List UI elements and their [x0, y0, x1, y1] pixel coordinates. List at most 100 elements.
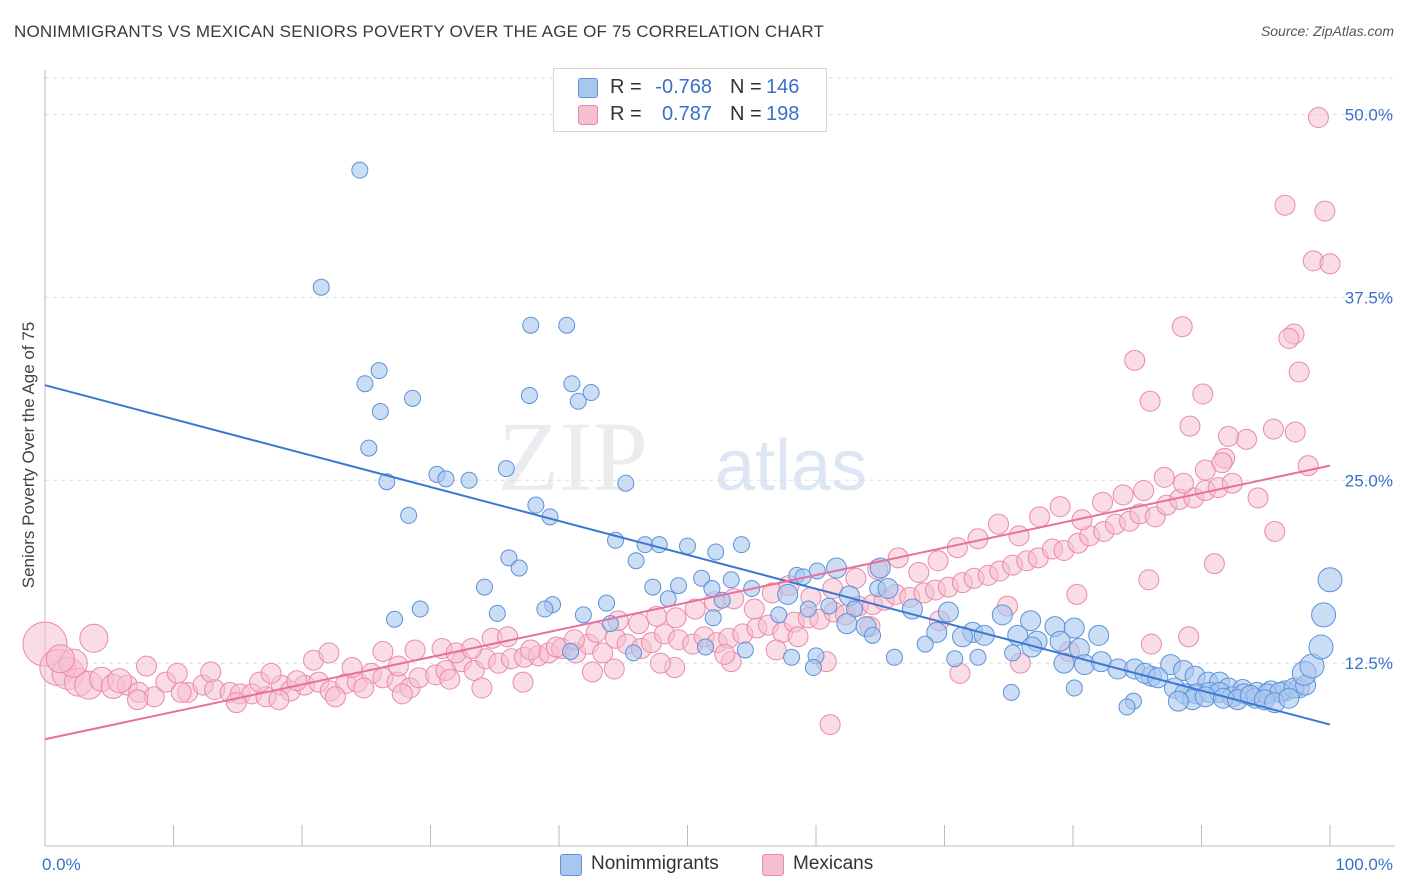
- r-value: 0.787: [661, 103, 712, 125]
- nonimmigrants-point: [783, 648, 801, 666]
- mexicans-point: [1274, 194, 1296, 216]
- mexicans-point: [268, 689, 290, 711]
- nonimmigrants-point: [370, 362, 388, 380]
- nonimmigrants-point: [527, 496, 545, 514]
- mexicans-point: [107, 668, 133, 694]
- nonimmigrants-point: [1049, 630, 1071, 652]
- mexicans-point: [787, 626, 809, 648]
- nonimmigrants-point: [864, 626, 882, 644]
- nonimmigrants-point: [1020, 610, 1042, 632]
- mexicans-point: [1192, 383, 1214, 405]
- mexicans-point: [497, 626, 519, 648]
- nonimmigrants-point: [679, 537, 696, 555]
- nonimmigrants-point: [969, 648, 987, 666]
- mexicans-point: [439, 668, 461, 690]
- mexicans-point: [603, 658, 625, 680]
- nonimmigrants-point: [901, 598, 923, 620]
- nonimmigrants-point: [582, 384, 600, 402]
- nonimmigrants-point: [1118, 698, 1136, 716]
- mexicans-point: [1066, 583, 1088, 605]
- mexicans-point: [1217, 425, 1239, 447]
- y-axis-label: Seniors Poverty Over the Age of 75: [19, 322, 38, 588]
- nonimmigrants-point: [625, 644, 643, 662]
- mexicans-points: [22, 106, 1341, 736]
- tick-labels: 12.5% 25.0% 37.5% 50.0% 0.0% 100.0%: [42, 106, 1393, 874]
- mexicans-trendline: [44, 464, 1331, 741]
- nonimmigrants-trendline: [44, 384, 1331, 726]
- mexicans-point: [520, 639, 542, 661]
- watermark-atlas: atlas: [715, 426, 867, 506]
- legend-row-mexicans: R = 0.787 N = 198: [554, 101, 826, 127]
- mexicans-point: [1284, 421, 1306, 443]
- nonimmigrants-point: [500, 549, 518, 567]
- mexicans-point: [1307, 106, 1329, 128]
- blue-swatch: [560, 854, 582, 876]
- n-label: N =: [730, 103, 762, 125]
- nonimmigrants-point: [627, 552, 645, 570]
- nonimmigrants-point: [510, 559, 528, 577]
- axes: [44, 70, 1395, 847]
- legend-label: Nonimmigrants: [591, 853, 719, 874]
- nonimmigrants-point: [722, 571, 740, 589]
- mexicans-point: [1247, 487, 1269, 509]
- nonimmigrants-point: [400, 506, 418, 524]
- mexicans-point: [1178, 626, 1200, 648]
- mexicans-point: [628, 613, 650, 635]
- chart-title: NONIMMIGRANTS VS MEXICAN SENIORS POVERTY…: [14, 22, 825, 41]
- mexicans-point: [908, 561, 930, 583]
- nonimmigrants-point: [770, 606, 788, 624]
- nonimmigrants-point: [563, 375, 581, 393]
- nonimmigrants-point: [1002, 683, 1020, 701]
- mexicans-point: [1179, 415, 1201, 437]
- mexicans-point: [1278, 327, 1300, 349]
- nonimmigrants-point: [1065, 679, 1083, 697]
- mexicans-point: [404, 639, 426, 661]
- watermark: ZIP atlas: [498, 401, 867, 512]
- mexicans-point: [353, 677, 375, 699]
- nonimmigrants-point: [460, 471, 478, 489]
- nonimmigrants-point: [1278, 687, 1300, 709]
- nonimmigrants-point: [777, 583, 799, 605]
- mexicans-point: [1314, 200, 1336, 222]
- nonimmigrants-point: [617, 474, 635, 492]
- nonimmigrants-point: [946, 650, 964, 668]
- x-tick-label: 0.0%: [42, 855, 81, 874]
- mexicans-point: [1235, 428, 1257, 450]
- mexicans-point: [1221, 472, 1243, 494]
- mexicans-point: [127, 689, 149, 711]
- mexicans-point: [581, 661, 603, 683]
- mexicans-point: [714, 643, 736, 665]
- mexicans-point: [170, 681, 192, 703]
- nonimmigrants-point: [736, 641, 754, 659]
- nonimmigrants-point: [569, 392, 587, 410]
- mexicans-point: [1319, 253, 1341, 275]
- nonimmigrants-point: [696, 638, 714, 656]
- mexicans-point: [512, 671, 534, 693]
- mexicans-point: [1211, 452, 1233, 474]
- nonimmigrants-point: [522, 316, 540, 334]
- r-value: -0.768: [655, 76, 712, 98]
- mexicans-point: [743, 598, 765, 620]
- mexicans-point: [927, 550, 949, 572]
- nonimmigrants-points: [312, 161, 1343, 716]
- series-legend: Nonimmigrants Mexicans: [0, 851, 1406, 879]
- correlation-legend: R = -0.768 N = 146 R = 0.787 N = 198: [553, 68, 827, 132]
- nonimmigrants-point: [404, 389, 422, 407]
- nonimmigrants-point: [693, 569, 711, 587]
- mexicans-point: [665, 607, 687, 629]
- mexicans-point: [1288, 361, 1310, 383]
- nonimmigrants-point: [411, 600, 429, 618]
- nonimmigrants-point: [1317, 567, 1343, 593]
- mexicans-point: [1049, 496, 1071, 518]
- nonimmigrants-point: [536, 600, 554, 618]
- mexicans-point: [1140, 633, 1162, 655]
- mexicans-point: [819, 714, 841, 736]
- nonimmigrants-point: [916, 635, 934, 653]
- nonimmigrants-point: [497, 460, 515, 478]
- nonimmigrants-point: [670, 577, 688, 595]
- nonimmigrants-point: [1063, 617, 1085, 639]
- nonimmigrants-point: [644, 578, 662, 596]
- nonimmigrants-point: [732, 536, 750, 554]
- nonimmigrants-point: [836, 613, 858, 635]
